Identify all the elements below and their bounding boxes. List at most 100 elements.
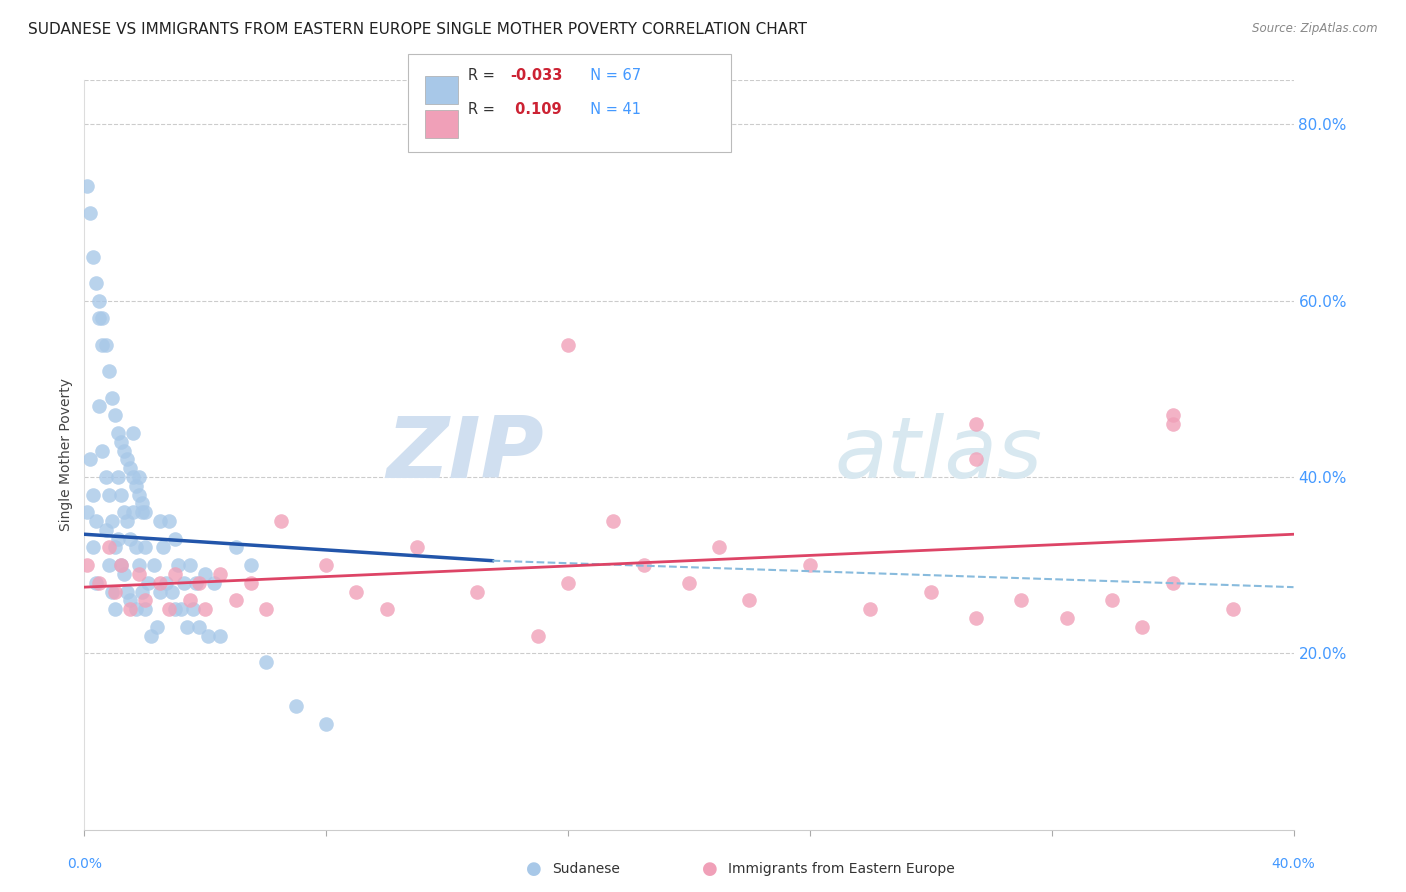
Point	[602, 514, 624, 528]
Point	[149, 514, 172, 528]
Text: ZIP: ZIP	[387, 413, 544, 497]
Point	[91, 443, 114, 458]
Point	[97, 558, 120, 573]
Point	[188, 620, 211, 634]
Point	[82, 487, 104, 501]
Point	[315, 716, 337, 731]
Point	[170, 602, 193, 616]
Text: -0.033: -0.033	[510, 69, 562, 83]
Point	[149, 575, 172, 590]
Point	[225, 593, 247, 607]
Point	[115, 452, 138, 467]
Point	[1161, 417, 1184, 431]
Point	[315, 558, 337, 573]
Text: R =: R =	[468, 69, 499, 83]
Point	[1130, 620, 1153, 634]
Point	[209, 566, 232, 581]
Point	[128, 470, 150, 484]
Text: R =: R =	[468, 103, 499, 117]
Point	[155, 575, 177, 590]
Point	[82, 541, 104, 555]
Point	[146, 620, 169, 634]
Point	[128, 487, 150, 501]
Point	[97, 487, 120, 501]
Point	[134, 593, 156, 607]
Point	[1101, 593, 1123, 607]
Point	[134, 505, 156, 519]
Point	[799, 558, 821, 573]
Point	[406, 541, 429, 555]
Point	[118, 461, 141, 475]
Point	[82, 250, 104, 264]
Point	[94, 523, 117, 537]
Point	[239, 558, 262, 573]
Point	[118, 602, 141, 616]
Text: 0.109: 0.109	[510, 103, 562, 117]
Text: ●: ●	[702, 860, 718, 878]
Point	[270, 514, 292, 528]
Point	[375, 602, 398, 616]
Text: atlas: atlas	[834, 413, 1042, 497]
Point	[125, 479, 148, 493]
Point	[100, 391, 122, 405]
Point	[112, 505, 135, 519]
Point	[965, 611, 987, 625]
Point	[100, 584, 122, 599]
Point	[76, 179, 98, 194]
Point	[965, 452, 987, 467]
Point	[167, 558, 190, 573]
Point	[107, 425, 129, 440]
Point	[121, 505, 143, 519]
Point	[125, 602, 148, 616]
Point	[1056, 611, 1078, 625]
Point	[134, 602, 156, 616]
Text: N = 67: N = 67	[581, 69, 641, 83]
Point	[157, 602, 180, 616]
Point	[118, 532, 141, 546]
Point	[86, 575, 108, 590]
Text: 40.0%: 40.0%	[1271, 857, 1316, 871]
Point	[173, 575, 195, 590]
Text: N = 41: N = 41	[581, 103, 641, 117]
Point	[678, 575, 700, 590]
Point	[131, 505, 153, 519]
Point	[194, 602, 217, 616]
Point	[149, 584, 172, 599]
Point	[86, 514, 108, 528]
Point	[115, 584, 138, 599]
Point	[197, 629, 219, 643]
Point	[557, 337, 579, 351]
Point	[79, 452, 101, 467]
Point	[188, 575, 211, 590]
Point	[110, 434, 132, 449]
Point	[1161, 409, 1184, 423]
Text: Immigrants from Eastern Europe: Immigrants from Eastern Europe	[728, 862, 955, 876]
Point	[1161, 575, 1184, 590]
Point	[254, 655, 277, 669]
Point	[254, 602, 277, 616]
Point	[100, 514, 122, 528]
Text: ●: ●	[526, 860, 543, 878]
Point	[131, 584, 153, 599]
Point	[131, 496, 153, 510]
Point	[128, 558, 150, 573]
Point	[115, 514, 138, 528]
Point	[89, 575, 111, 590]
Point	[97, 364, 120, 378]
Point	[89, 400, 111, 414]
Point	[128, 566, 150, 581]
Point	[110, 558, 132, 573]
Point	[107, 532, 129, 546]
Point	[104, 541, 127, 555]
Point	[285, 699, 308, 714]
Y-axis label: Single Mother Poverty: Single Mother Poverty	[59, 378, 73, 532]
Point	[965, 417, 987, 431]
Point	[1011, 593, 1033, 607]
Point	[160, 584, 183, 599]
Point	[89, 311, 111, 326]
Point	[239, 575, 262, 590]
Point	[110, 487, 132, 501]
Point	[709, 541, 731, 555]
Point	[136, 575, 159, 590]
Point	[76, 505, 98, 519]
